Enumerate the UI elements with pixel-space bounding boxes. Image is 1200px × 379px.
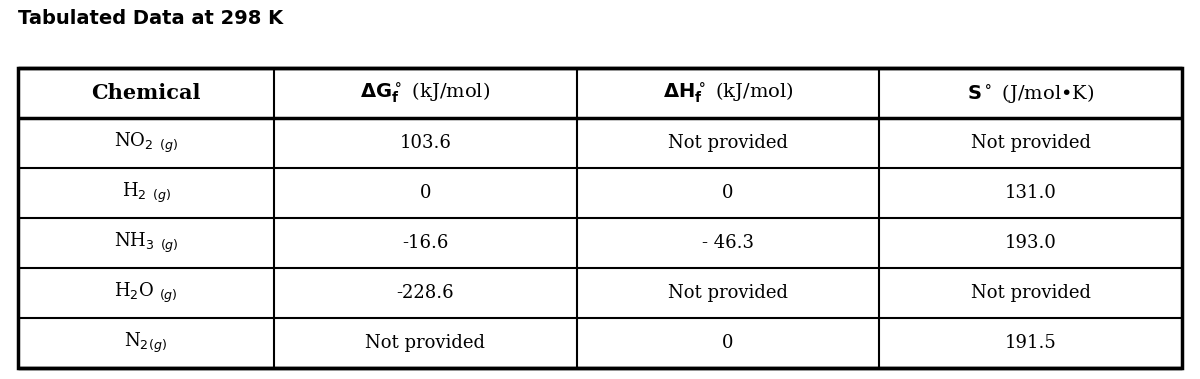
Text: 131.0: 131.0 xyxy=(1004,184,1057,202)
Text: 191.5: 191.5 xyxy=(1004,334,1056,352)
Text: Tabulated Data at 298 K: Tabulated Data at 298 K xyxy=(18,9,283,28)
Text: $\mathbf{\Delta G_f^\circ}$ (kJ/mol): $\mathbf{\Delta G_f^\circ}$ (kJ/mol) xyxy=(360,81,491,105)
Text: Not provided: Not provided xyxy=(668,284,788,302)
Text: 193.0: 193.0 xyxy=(1004,234,1057,252)
Text: Not provided: Not provided xyxy=(971,284,1091,302)
Text: - 46.3: - 46.3 xyxy=(702,234,754,252)
Text: Not provided: Not provided xyxy=(971,134,1091,152)
Text: -16.6: -16.6 xyxy=(402,234,449,252)
Text: NO$_2$ $_{(g)}$: NO$_2$ $_{(g)}$ xyxy=(114,131,178,155)
Text: N$_2$$_{(g)}$: N$_2$$_{(g)}$ xyxy=(125,330,168,355)
Text: Not provided: Not provided xyxy=(668,134,788,152)
Text: NH$_3$ $_{(g)}$: NH$_3$ $_{(g)}$ xyxy=(114,231,179,255)
Text: 0: 0 xyxy=(722,184,733,202)
Text: 103.6: 103.6 xyxy=(400,134,451,152)
Text: Not provided: Not provided xyxy=(365,334,485,352)
Text: 0: 0 xyxy=(420,184,431,202)
Text: $\mathbf{S^\circ}$ (J/mol•K): $\mathbf{S^\circ}$ (J/mol•K) xyxy=(967,81,1094,105)
Text: $\mathbf{\Delta H_f^\circ}$ (kJ/mol): $\mathbf{\Delta H_f^\circ}$ (kJ/mol) xyxy=(662,81,793,105)
Bar xyxy=(18,68,1182,368)
Text: H$_2$ $_{(g)}$: H$_2$ $_{(g)}$ xyxy=(121,181,170,205)
Text: Chemical: Chemical xyxy=(91,83,200,103)
Text: H$_2$O $_{(g)}$: H$_2$O $_{(g)}$ xyxy=(114,281,178,305)
Text: 0: 0 xyxy=(722,334,733,352)
Text: -228.6: -228.6 xyxy=(396,284,455,302)
